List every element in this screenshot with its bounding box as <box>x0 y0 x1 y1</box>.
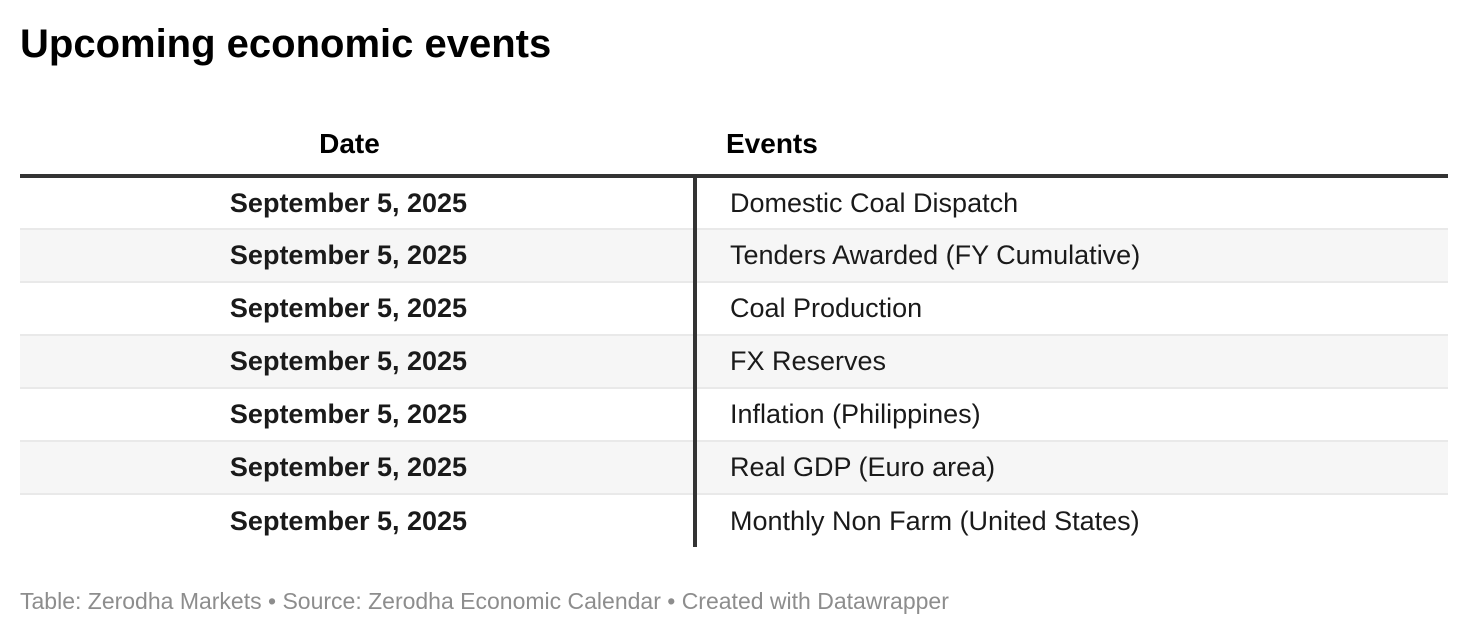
event-cell: Coal Production <box>693 281 1448 335</box>
attribution-footer: Table: Zerodha Markets • Source: Zerodha… <box>20 588 949 614</box>
date-cell: September 5, 2025 <box>20 281 695 335</box>
page-title: Upcoming economic events <box>20 22 552 66</box>
table-row: September 5, 2025 Tenders Awarded (FY Cu… <box>20 228 1448 282</box>
column-header-date: Date <box>20 114 695 178</box>
event-cell: Domestic Coal Dispatch <box>693 176 1448 229</box>
table-row: September 5, 2025 FX Reserves <box>20 334 1448 388</box>
date-cell: September 5, 2025 <box>20 440 695 494</box>
date-cell: September 5, 2025 <box>20 228 695 282</box>
table-row: September 5, 2025 Domestic Coal Dispatch <box>20 176 1448 229</box>
header-row: Date Events <box>20 114 1448 178</box>
date-cell: September 5, 2025 <box>20 334 695 388</box>
table-row: September 5, 2025 Monthly Non Farm (Unit… <box>20 493 1448 547</box>
event-cell: Inflation (Philippines) <box>693 387 1448 441</box>
date-cell: September 5, 2025 <box>229 187 468 218</box>
table-row: September 5, 2025 Coal Production <box>20 281 1448 335</box>
column-header-events: Events <box>695 114 1448 178</box>
date-cell: September 5, 2025 <box>20 493 695 547</box>
table-row: September 5, 2025 Inflation (Philippines… <box>20 387 1448 441</box>
table-row: September 5, 2025 Real GDP (Euro area) <box>20 440 1448 494</box>
events-table: Date Events September 5, 2025 Domestic C… <box>20 114 1448 547</box>
event-cell: FX Reserves <box>693 334 1448 388</box>
event-cell: Monthly Non Farm (United States) <box>693 493 1448 547</box>
event-cell: Real GDP (Euro area) <box>693 440 1448 494</box>
event-cell: Tenders Awarded (FY Cumulative) <box>693 228 1448 282</box>
date-cell: September 5, 2025 <box>20 387 695 441</box>
